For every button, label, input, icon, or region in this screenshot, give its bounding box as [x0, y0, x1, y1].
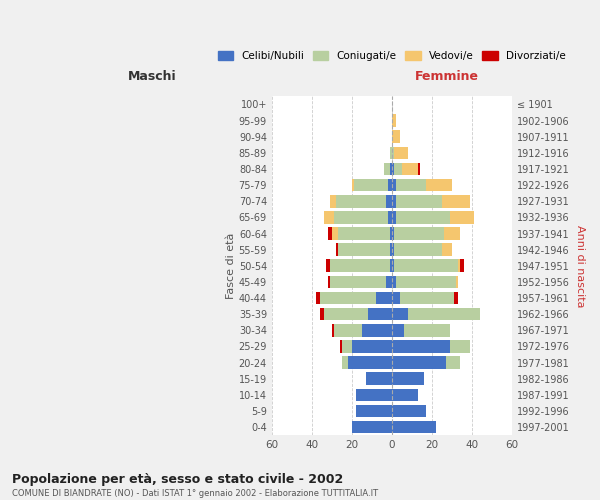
Bar [392, 340, 450, 352]
Bar [390, 244, 392, 256]
Bar [442, 244, 452, 256]
Bar [354, 179, 388, 192]
Bar [356, 388, 392, 401]
Bar [458, 260, 460, 272]
Bar [334, 324, 362, 336]
Bar [320, 308, 324, 320]
Bar [456, 276, 458, 288]
Bar [330, 276, 386, 288]
Bar [444, 227, 460, 240]
Bar [362, 324, 392, 336]
Text: Maschi: Maschi [128, 70, 176, 83]
Bar [402, 162, 418, 175]
Bar [392, 130, 400, 143]
Bar [334, 211, 388, 224]
Bar [384, 162, 390, 175]
Bar [394, 162, 402, 175]
Bar [338, 244, 390, 256]
Bar [352, 179, 354, 192]
Bar [330, 195, 336, 207]
Bar [330, 260, 390, 272]
Bar [394, 227, 444, 240]
Bar [392, 404, 426, 417]
Bar [386, 195, 392, 207]
Bar [404, 324, 450, 336]
Bar [386, 276, 392, 288]
Bar [342, 340, 352, 352]
Y-axis label: Anni di nascita: Anni di nascita [575, 224, 585, 307]
Bar [390, 146, 392, 159]
Bar [336, 195, 386, 207]
Bar [390, 162, 392, 175]
Bar [342, 356, 348, 369]
Bar [400, 292, 454, 304]
Bar [328, 227, 332, 240]
Bar [392, 356, 446, 369]
Bar [376, 292, 392, 304]
Bar [368, 308, 392, 320]
Bar [324, 308, 368, 320]
Bar [324, 211, 334, 224]
Bar [394, 244, 442, 256]
Bar [392, 146, 394, 159]
Bar [408, 308, 480, 320]
Bar [418, 162, 420, 175]
Bar [392, 227, 394, 240]
Bar [332, 324, 334, 336]
Bar [316, 292, 320, 304]
Bar [352, 340, 392, 352]
Bar [396, 179, 426, 192]
Bar [450, 211, 474, 224]
Bar [454, 292, 458, 304]
Bar [356, 404, 392, 417]
Bar [328, 276, 330, 288]
Bar [392, 260, 394, 272]
Bar [366, 372, 392, 385]
Bar [392, 195, 396, 207]
Bar [392, 308, 408, 320]
Bar [336, 244, 338, 256]
Y-axis label: Fasce di età: Fasce di età [226, 232, 236, 299]
Legend: Celibi/Nubili, Coniugati/e, Vedovi/e, Divorziati/e: Celibi/Nubili, Coniugati/e, Vedovi/e, Di… [215, 48, 569, 64]
Bar [390, 260, 392, 272]
Bar [320, 292, 376, 304]
Text: Popolazione per età, sesso e stato civile - 2002: Popolazione per età, sesso e stato civil… [12, 472, 343, 486]
Bar [442, 195, 470, 207]
Bar [348, 356, 392, 369]
Bar [340, 340, 342, 352]
Bar [392, 324, 404, 336]
Bar [392, 244, 394, 256]
Bar [450, 340, 470, 352]
Bar [392, 179, 396, 192]
Bar [388, 211, 392, 224]
Bar [392, 276, 396, 288]
Bar [392, 372, 424, 385]
Bar [392, 292, 400, 304]
Bar [392, 421, 436, 434]
Bar [460, 260, 464, 272]
Text: Femmine: Femmine [415, 70, 479, 83]
Bar [392, 114, 396, 127]
Bar [390, 227, 392, 240]
Bar [338, 227, 390, 240]
Bar [446, 356, 460, 369]
Text: COMUNE DI BIANDRATE (NO) - Dati ISTAT 1° gennaio 2002 - Elaborazione TUTTITALIA.: COMUNE DI BIANDRATE (NO) - Dati ISTAT 1°… [12, 489, 378, 498]
Bar [392, 211, 396, 224]
Bar [392, 388, 418, 401]
Bar [394, 260, 458, 272]
Bar [352, 421, 392, 434]
Bar [426, 179, 452, 192]
Bar [388, 179, 392, 192]
Bar [332, 227, 338, 240]
Bar [396, 211, 450, 224]
Bar [396, 195, 442, 207]
Bar [326, 260, 330, 272]
Bar [396, 276, 456, 288]
Bar [392, 162, 394, 175]
Bar [394, 146, 408, 159]
